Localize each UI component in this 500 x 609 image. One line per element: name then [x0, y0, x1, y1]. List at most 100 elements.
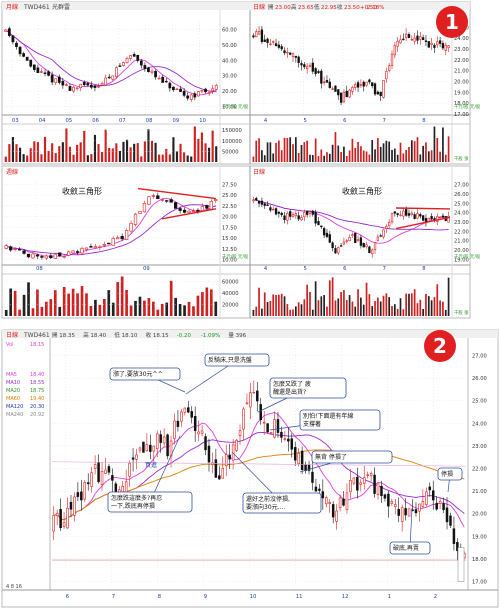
p1-left-y-tick: 40.00: [222, 58, 237, 64]
p1-right-candle: [419, 31, 422, 45]
p3-candle: [414, 502, 418, 517]
p1-left-y-tick: 60.00: [222, 28, 237, 34]
p3-body: [438, 500, 442, 504]
p2-left-y-tick: 20.00: [222, 215, 237, 221]
p2-right-body: [342, 241, 346, 245]
p2-right-body: [337, 247, 340, 254]
p1-left-body: [164, 80, 168, 83]
p3-body: [276, 419, 280, 433]
p1-right-body: [368, 79, 371, 83]
p2-left-candle: [93, 244, 98, 249]
p2-right-vol-bar: [357, 289, 359, 316]
p2-right-body: [385, 226, 388, 229]
p1-left-vol-bar: [47, 150, 50, 162]
p1-right-candle: [308, 62, 312, 68]
p1-right-body: [362, 81, 365, 87]
p3-candle: [235, 438, 238, 452]
p1-left-vol-y-tick: 50000: [222, 149, 239, 155]
ma-legend: Vol 18.15 MA5 18.40 MA10 18.55 MA20 18.75 MA60 19…: [6, 342, 44, 418]
p2-right-body: [371, 249, 374, 255]
p1-left-vol-bar: [8, 144, 11, 162]
p2-left-body: [26, 253, 31, 258]
p1-right-candle: [373, 82, 377, 96]
p2-right-vol-bar: [326, 306, 328, 316]
p3-body: [214, 459, 218, 478]
p3-body: [456, 542, 459, 552]
p2-left-candle: [84, 247, 89, 252]
p2-left-candle: [169, 197, 173, 203]
p3-body: [297, 453, 300, 464]
p2-left-body: [174, 202, 178, 209]
p1-right-body: [390, 53, 394, 66]
p2-right-candle: [393, 211, 396, 217]
callout-box: [299, 409, 381, 431]
p1-left-vol-bar: [29, 148, 32, 162]
p2-right-body: [272, 208, 275, 211]
p1-left-candle: [107, 73, 111, 79]
p1-right-body: [297, 56, 300, 63]
p2-right-candle: [274, 207, 278, 216]
p2-left-vol-bar: [116, 282, 120, 316]
p2-left-body: [102, 244, 106, 246]
p3-candle: [380, 480, 383, 504]
p3-body: [204, 436, 207, 451]
p3-candle: [345, 483, 349, 514]
p1-left-body: [43, 72, 47, 74]
p3-body: [280, 431, 283, 438]
p1-left-candle: [143, 62, 147, 72]
p1-right-body: [351, 87, 354, 92]
p1-right-y-tick: 19.00: [454, 90, 469, 96]
p1-right-candle: [427, 41, 430, 48]
p1-left-candle: [57, 74, 61, 85]
p2-right-candle: [325, 228, 329, 239]
p2-right-candle: [419, 212, 422, 219]
p2-left-candle: [17, 247, 22, 251]
p3-candle: [86, 473, 90, 491]
p2-right-body: [438, 216, 442, 219]
p2-left-candle: [138, 210, 142, 215]
legend-value: 18.40: [30, 372, 44, 378]
p2-right-vol-bar: [294, 306, 297, 316]
p1-left-x-tick: 10: [199, 118, 206, 124]
p1-right-body: [399, 39, 402, 44]
p2-left-candle: [53, 253, 57, 259]
p1-left-candle: [61, 77, 65, 89]
p3-candle: [159, 430, 162, 453]
p1-left-candle: [211, 85, 215, 95]
p2-right-body: [402, 210, 405, 217]
p2-right-candle: [379, 233, 382, 237]
p2-right-body: [368, 246, 371, 254]
p3-x-tick: 12: [342, 594, 349, 600]
p1-left-vol-bar: [125, 139, 129, 162]
p3-body: [228, 454, 231, 460]
p1-right-vol-bar: [399, 142, 402, 162]
callout-text: 要漲向30元....: [246, 503, 285, 511]
p1-right-vol-bar: [365, 151, 368, 162]
p1-left-vol-bar: [115, 143, 118, 162]
p3-candle: [373, 467, 376, 498]
callout-box: [389, 541, 431, 555]
p1-left-vol-bar: [193, 126, 196, 162]
p3-body: [138, 447, 142, 451]
p3-y-tick: 22.00: [472, 467, 487, 473]
p2-left-body: [17, 249, 22, 251]
p1-left-candle: [161, 74, 165, 83]
p2-right-body: [407, 213, 411, 216]
p1-right-candle: [421, 34, 425, 41]
p2-right-body: [286, 212, 289, 221]
p2-left-candle: [174, 201, 178, 209]
p2-left-vol-bar: [134, 300, 137, 316]
p3-leftbottom: 4 8 16: [6, 584, 22, 590]
p1-left-body: [157, 77, 161, 80]
p2-right-candle: [399, 210, 402, 217]
p1-right-vol-bar: [377, 138, 379, 162]
p1-left-body: [18, 46, 22, 55]
p2-left-vol-bar: [62, 287, 66, 316]
p3-body: [290, 438, 294, 450]
p3-body: [400, 507, 404, 522]
p3-body: [321, 491, 325, 499]
p3-candle: [314, 478, 318, 492]
p2-left-body: [9, 246, 13, 251]
p1-plots: 03 04 05 06 07 08 09 10 60.00 50.00 40.00 30.00 20.0…: [4, 22, 481, 162]
p1-left-vol-bar: [15, 144, 18, 162]
